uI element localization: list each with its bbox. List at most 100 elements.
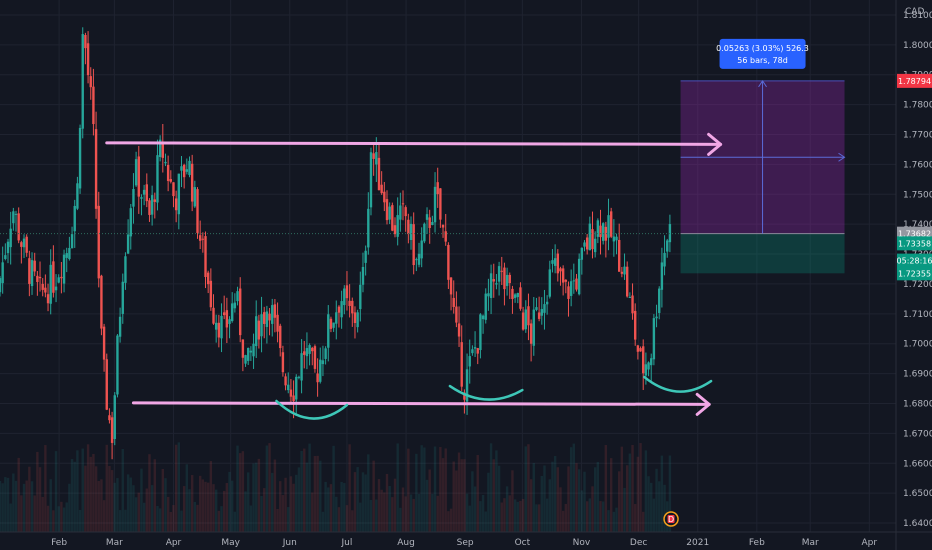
candle-body [20, 242, 23, 247]
volume-bar [463, 459, 466, 532]
volume-bar [407, 448, 410, 532]
volume-bar [585, 501, 589, 532]
y-tick-label: 1.72000 [903, 280, 932, 290]
candle-body [38, 276, 42, 279]
volume-bar [623, 487, 626, 532]
drawings[interactable] [105, 132, 723, 420]
measure-info-box [719, 38, 806, 69]
candle-body [497, 266, 501, 282]
volume-bar [198, 475, 202, 532]
support-curve[interactable] [448, 384, 524, 401]
candle-body [369, 152, 373, 208]
volume-bar [57, 506, 60, 532]
volume-bar [52, 510, 55, 532]
candle-body [142, 189, 146, 195]
candle-body [561, 268, 565, 283]
measure-tool[interactable]: 0.05263 (3.03%) 526.3 56 bars, 78d [0, 38, 846, 274]
measure-info-line1: 0.05263 (3.03%) 526.3 [716, 44, 809, 53]
volume-bar [263, 488, 266, 532]
volume-bar [182, 486, 186, 532]
candle-body [110, 417, 114, 443]
candle-body [196, 189, 199, 233]
volume-bar [556, 467, 560, 532]
candle-body [14, 213, 18, 215]
candle-body [487, 293, 490, 297]
candle-body [575, 278, 578, 290]
volume-bar [383, 492, 386, 532]
trend-line-support[interactable] [131, 401, 711, 406]
candle-body [423, 223, 426, 242]
candle-body [287, 384, 290, 391]
volume-bar [644, 450, 648, 532]
candle-body [212, 307, 215, 324]
candle-body [41, 283, 44, 290]
volume-bar [423, 447, 426, 532]
volume-bar [372, 460, 375, 532]
volume-bar [393, 478, 397, 532]
candle-body [113, 395, 116, 440]
candle-body [65, 253, 68, 258]
candle-body [220, 315, 223, 339]
volume-bar [527, 444, 530, 532]
candle-body [415, 259, 418, 261]
candle-body [190, 163, 194, 202]
candle-body [553, 258, 557, 266]
x-tick-label: Mar [802, 538, 819, 548]
volume-bar [196, 504, 199, 532]
time-axis[interactable]: Feb Mar Apr May Jun Jul Aug Sep Oct Nov Dec 2021 Feb… [51, 538, 877, 548]
trend-line-resistance[interactable] [105, 141, 723, 146]
candle-body [132, 189, 135, 207]
trend-arrowhead-resistance [707, 132, 723, 156]
volume-bar [489, 443, 493, 532]
volume-bar [153, 459, 156, 532]
candle-body [628, 297, 632, 299]
candle-body [198, 235, 202, 241]
support-curve[interactable] [275, 399, 349, 420]
support-curve[interactable] [643, 375, 713, 393]
volume-bar [583, 471, 586, 532]
candle-body [222, 312, 226, 316]
candle-body [511, 288, 514, 300]
candle-body [439, 188, 442, 220]
candle-body [271, 305, 274, 324]
x-tick-label: Apr [166, 538, 182, 548]
volume-bar [433, 446, 437, 532]
volume-bar [668, 455, 672, 532]
candle-body [636, 345, 640, 352]
volume-bar [265, 445, 269, 532]
candle-body [174, 198, 178, 211]
candle-body [601, 223, 605, 241]
volume-bar [316, 455, 319, 532]
volume-bar [353, 472, 357, 532]
candle-body [236, 291, 239, 302]
candle-body [319, 359, 322, 382]
y-tick-label: 1.66000 [903, 459, 932, 469]
candle-body [161, 141, 165, 158]
volume-bar [134, 497, 138, 532]
volume-bar [145, 488, 148, 532]
candle-body [666, 240, 669, 252]
volume-bar [273, 459, 277, 532]
candle-body [62, 254, 66, 284]
candle-body [359, 284, 362, 310]
candle-body [28, 258, 31, 284]
dividend-marker[interactable]: D [663, 511, 679, 527]
volume-bar [364, 474, 367, 532]
volume-bar [335, 496, 338, 532]
candle-body [548, 269, 552, 297]
y-tick-label: 1.70000 [903, 340, 932, 350]
measure-info-line2: 56 bars, 78d [737, 56, 788, 65]
volume-bar [369, 499, 373, 532]
volume-bar [33, 495, 36, 532]
volume-bar [652, 498, 656, 532]
volume-bar [116, 478, 119, 532]
volume-bar [204, 481, 207, 532]
candle-body [54, 286, 58, 291]
x-tick-label: Feb [51, 538, 67, 548]
candle-body [495, 283, 498, 285]
volume-bar [452, 461, 455, 532]
candle-body [228, 319, 231, 324]
volume-bar [591, 486, 594, 532]
volume-bar [575, 463, 578, 532]
